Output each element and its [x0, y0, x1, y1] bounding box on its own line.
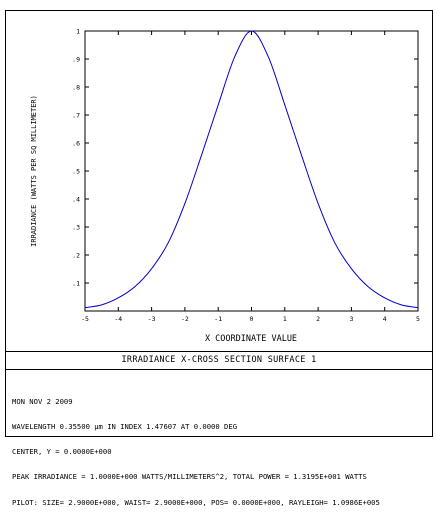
y-axis-label: IRRADIANCE (WATTS PER SQ MILLIMETER) — [30, 95, 38, 247]
y-tick-label: .5 — [72, 168, 80, 176]
info-block: MON NOV 2 2009 WAVELENGTH 0.35500 µm IN … — [12, 381, 432, 516]
x-tick-label: -5 — [81, 315, 89, 323]
irradiance-series-line — [84, 30, 419, 309]
y-tick-label: 1 — [76, 28, 80, 36]
x-tick-label: -4 — [114, 315, 122, 323]
y-tick-label: .8 — [72, 84, 80, 92]
x-tick-label: 0 — [250, 315, 254, 323]
x-tick-label: 2 — [316, 315, 320, 323]
info-date: MON NOV 2 2009 — [12, 397, 73, 406]
info-center: CENTER, Y = 0.0000E+000 — [12, 448, 112, 457]
series-group — [84, 30, 419, 309]
x-tick-label: -1 — [214, 315, 222, 323]
x-tick-label: 1 — [283, 315, 287, 323]
y-ticks: .1 .2 .3 .4 .5 .6 .7 .8 .9 1 — [72, 28, 418, 288]
x-ticks: -5 -4 -3 -2 -1 0 1 2 3 4 5 — [81, 31, 420, 323]
x-axis-label: X COORDINATE VALUE — [205, 334, 297, 344]
x-tick-label: 4 — [383, 315, 387, 323]
x-tick-label: -3 — [148, 315, 156, 323]
chart-title: IRRADIANCE X-CROSS SECTION SURFACE 1 — [5, 351, 433, 370]
y-tick-label: .3 — [72, 224, 80, 232]
y-tick-label: .2 — [72, 252, 80, 260]
x-tick-label: 3 — [349, 315, 353, 323]
y-tick-label: .9 — [72, 56, 80, 64]
info-wavelength: WAVELENGTH 0.35500 µm IN INDEX 1.47607 A… — [12, 423, 238, 432]
x-tick-label: 5 — [416, 315, 420, 323]
y-tick-label: .4 — [72, 196, 80, 204]
info-peak-irradiance: PEAK IRRADIANCE = 1.0000E+000 WATTS/MILL… — [12, 473, 367, 482]
irradiance-chart: .1 .2 .3 .4 .5 .6 .7 .8 .9 1 -5 -4 -3 -2 -1 0 1 2 3 4 5 X C… — [30, 28, 420, 345]
x-tick-label: -2 — [181, 315, 189, 323]
plot-area — [84, 30, 419, 312]
y-tick-label: .1 — [72, 280, 80, 288]
y-tick-label: .7 — [72, 112, 80, 120]
info-pilot: PILOT: SIZE= 2.9000E+000, WAIST= 2.9000E… — [12, 498, 380, 507]
y-tick-label: .6 — [72, 140, 80, 148]
